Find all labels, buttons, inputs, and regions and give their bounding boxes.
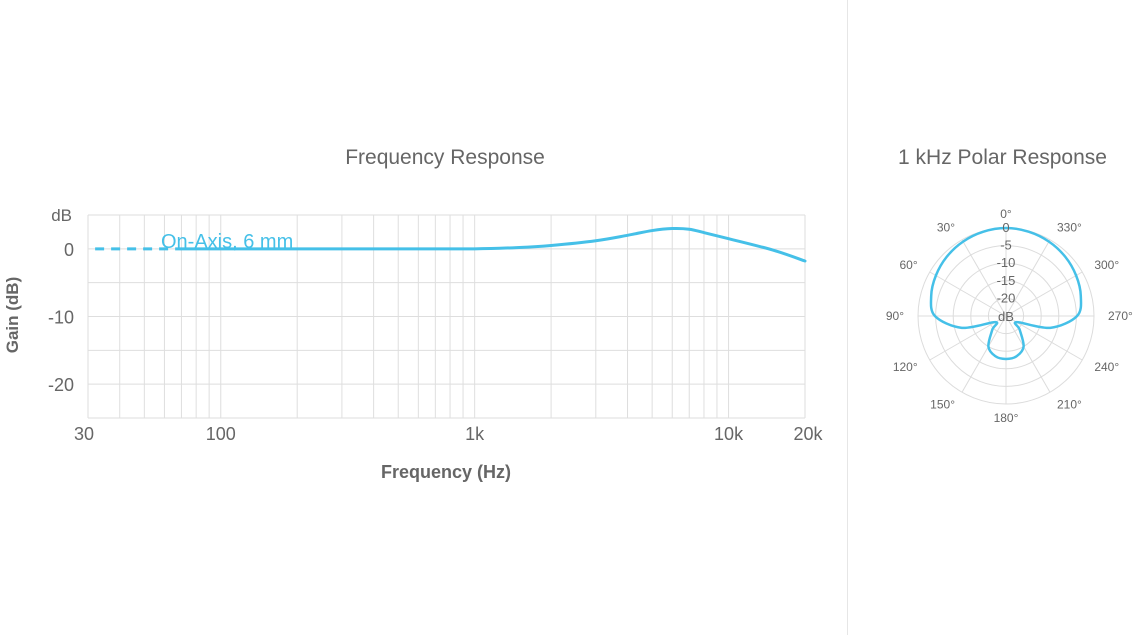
x-axis-label: Frequency (Hz) [381, 462, 511, 482]
y-tick-label: -20 [48, 375, 74, 395]
y-unit-label: dB [51, 206, 72, 225]
frequency-series [95, 226, 807, 263]
polar-series-line [929, 226, 1083, 361]
frequency-tick-labels: 0 -10 -20 30 100 1k 10k 20k [48, 240, 824, 444]
polar-radial-label: -10 [997, 255, 1016, 270]
polar-angle-label: 180° [994, 411, 1019, 425]
polar-spoke [961, 239, 1007, 317]
polar-response-chart: 0 -5 -10 -15 -20 0° 30° 60° 90° 120° 150° 180° 210° 2… [886, 207, 1133, 425]
polar-angle-label: 30° [937, 221, 955, 235]
series-label: On-Axis, 6 mm [161, 231, 293, 253]
polar-angle-label: 120° [893, 360, 918, 374]
polar-radial-label: -20 [997, 290, 1016, 305]
polar-radial-label: -5 [1000, 238, 1012, 253]
polar-response-title: 1 kHz Polar Response [898, 146, 1107, 169]
polar-angle-label: 150° [930, 397, 955, 411]
x-tick-label: 20k [793, 424, 823, 444]
frequency-response-title: Frequency Response [345, 146, 545, 169]
polar-unit-label: dB [998, 309, 1014, 324]
series-line [179, 226, 807, 263]
y-axis-label: Gain (dB) [3, 277, 22, 354]
polar-spoke [1005, 315, 1051, 393]
polar-spoke [961, 315, 1007, 393]
polar-series [929, 226, 1083, 361]
polar-labels: 0 -5 -10 -15 -20 0° 30° 60° 90° 120° 150° 180° 210° 2… [886, 207, 1133, 425]
polar-spoke [1005, 271, 1083, 317]
panel-divider [847, 0, 848, 635]
polar-angle-label: 60° [900, 258, 918, 272]
y-tick-label: -10 [48, 308, 74, 328]
polar-angle-label: 210° [1057, 397, 1082, 411]
x-tick-label: 10k [714, 424, 744, 444]
x-tick-label: 1k [465, 424, 485, 444]
polar-angle-label: 300° [1094, 258, 1119, 272]
polar-radial-label: -15 [997, 273, 1016, 288]
polar-spoke [1005, 239, 1051, 317]
frequency-response-chart: 0 -10 -20 30 100 1k 10k 20k dB Gain (dB) Freque… [3, 206, 824, 482]
polar-angle-label: 330° [1057, 221, 1082, 235]
y-tick-label: 0 [64, 240, 74, 260]
polar-angle-label: 90° [886, 309, 904, 323]
polar-angle-label: 270° [1108, 309, 1133, 323]
polar-angle-label: 240° [1094, 360, 1119, 374]
polar-spoke [929, 271, 1007, 317]
polar-angle-label: 0° [1000, 207, 1012, 221]
polar-radial-label: 0 [1002, 220, 1009, 235]
x-tick-label: 100 [206, 424, 236, 444]
x-tick-label: 30 [74, 424, 94, 444]
